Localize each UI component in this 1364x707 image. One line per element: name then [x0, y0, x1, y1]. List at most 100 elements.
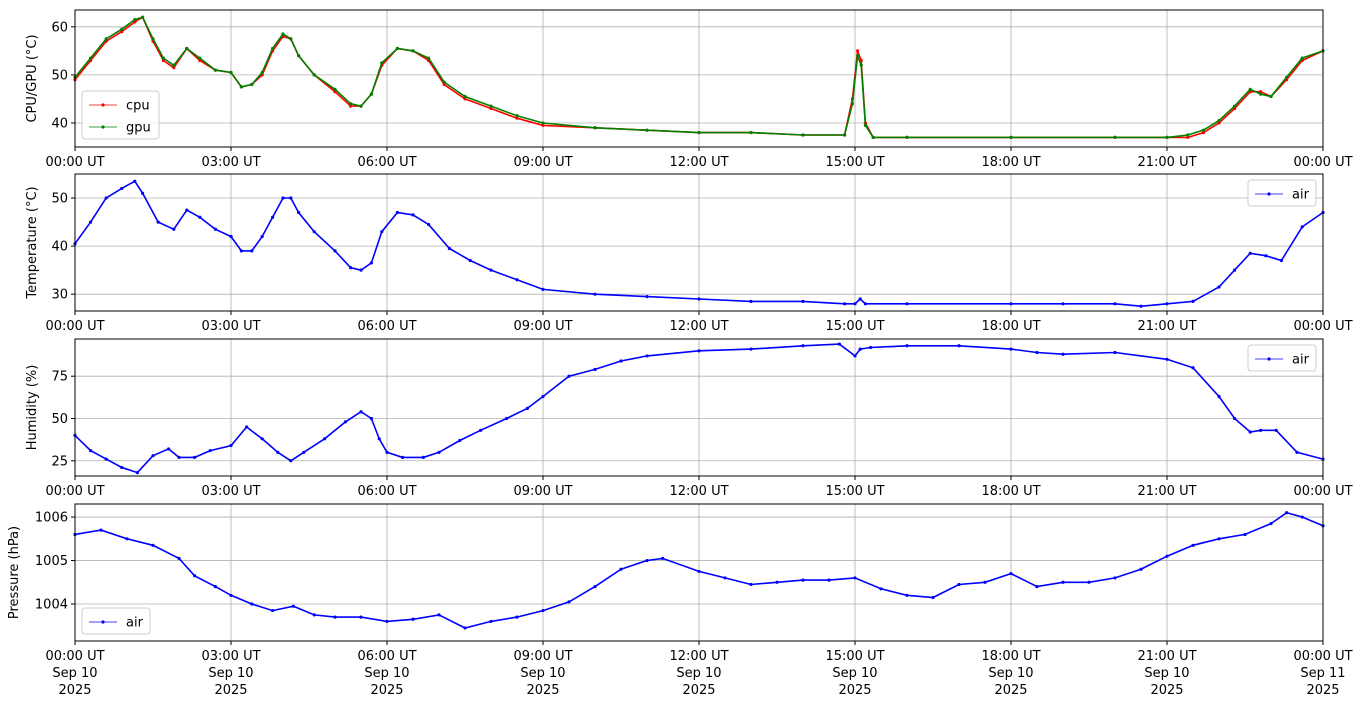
- data-point: [442, 80, 446, 84]
- x-tick-date: Sep 10: [520, 666, 565, 681]
- data-point: [863, 123, 868, 127]
- x-tick-label: 00:00 UT: [45, 649, 104, 664]
- y-tick-label: 40: [51, 116, 68, 131]
- data-point: [1217, 537, 1221, 541]
- data-point: [850, 102, 855, 106]
- data-point: [369, 92, 373, 96]
- data-point: [411, 213, 415, 217]
- data-point: [541, 123, 545, 127]
- data-point: [185, 208, 189, 212]
- data-point: [1009, 302, 1013, 306]
- data-point: [957, 344, 961, 348]
- x-tick-label: 18:00 UT: [981, 484, 1040, 499]
- data-point: [749, 347, 753, 351]
- data-point: [645, 558, 649, 563]
- data-point: [1217, 118, 1221, 123]
- y-tick-label: 50: [51, 68, 68, 83]
- data-point: [229, 234, 233, 239]
- data-point: [333, 615, 337, 619]
- legend: air: [1247, 344, 1317, 372]
- x-tick-label: 00:00 UT: [1293, 649, 1352, 664]
- data-point: [749, 582, 753, 587]
- data-point: [291, 604, 295, 608]
- y-tick-label: 50: [51, 412, 68, 427]
- data-point: [141, 191, 145, 195]
- y-tick-label: 60: [51, 20, 68, 35]
- y-tick-label: 1005: [35, 554, 68, 569]
- legend-swatch-marker: [1267, 192, 1271, 196]
- data-point: [281, 196, 285, 200]
- data-point: [489, 106, 493, 111]
- legend-swatch-marker: [101, 103, 105, 107]
- x-tick-date: Sep 11: [1300, 666, 1345, 681]
- data-point: [250, 249, 254, 253]
- data-point: [697, 130, 701, 135]
- data-point: [437, 613, 441, 617]
- data-point: [161, 58, 165, 63]
- data-point: [213, 585, 217, 589]
- x-tick-label: 12:00 UT: [669, 319, 728, 334]
- data-point: [645, 354, 649, 358]
- series-line-air: [74, 343, 1324, 474]
- data-point: [172, 66, 176, 70]
- data-point: [333, 87, 337, 91]
- data-point: [1113, 350, 1117, 355]
- x-tick-year: 2025: [58, 683, 91, 698]
- data-point: [463, 626, 467, 630]
- data-point: [931, 595, 935, 600]
- x-tick-label: 00:00 UT: [1293, 319, 1352, 334]
- data-point: [1191, 543, 1195, 547]
- data-point: [957, 582, 961, 587]
- y-tick-label: 50: [51, 192, 68, 207]
- data-point: [1061, 352, 1065, 356]
- y-axis-label: Pressure (hPa): [7, 526, 22, 619]
- data-point: [193, 455, 197, 459]
- data-point: [1248, 87, 1252, 91]
- data-point: [749, 299, 753, 303]
- data-point: [1186, 133, 1190, 137]
- data-point: [541, 287, 545, 291]
- data-point: [427, 56, 431, 60]
- data-point: [1285, 511, 1289, 515]
- x-tick-label: 06:00 UT: [357, 319, 416, 334]
- y-axis-label: Humidity (%): [25, 365, 40, 451]
- data-point: [1186, 135, 1190, 139]
- data-point: [289, 196, 293, 200]
- data-point: [213, 227, 217, 231]
- data-point: [120, 27, 124, 31]
- data-point: [541, 608, 545, 613]
- data-point: [489, 104, 493, 108]
- data-point: [1087, 580, 1091, 584]
- data-point: [458, 438, 462, 443]
- data-point: [723, 576, 727, 580]
- data-point: [661, 556, 665, 560]
- data-point: [515, 278, 519, 282]
- x-tick-year: 2025: [526, 683, 559, 698]
- legend-label: air: [126, 616, 144, 631]
- data-point: [333, 249, 337, 253]
- data-point: [1009, 347, 1013, 351]
- data-point: [312, 230, 316, 234]
- x-tick-year: 2025: [214, 683, 247, 698]
- data-point: [229, 70, 233, 75]
- data-point: [1217, 121, 1221, 125]
- data-point: [1113, 576, 1117, 580]
- data-point: [312, 73, 316, 77]
- x-tick-label: 09:00 UT: [513, 155, 572, 170]
- x-tick-label: 03:00 UT: [201, 319, 260, 334]
- data-point: [245, 425, 249, 429]
- data-point: [879, 587, 883, 591]
- data-point: [427, 222, 431, 227]
- x-tick-date: Sep 10: [988, 666, 1033, 681]
- data-point: [905, 135, 909, 139]
- data-point: [125, 537, 129, 541]
- chart-panel-4: 1004 1005 1006 00:00 UT Sep 10 2025 03:00 UT Se…: [7, 503, 1353, 698]
- grid: [74, 339, 1324, 476]
- data-point: [1191, 366, 1195, 370]
- legend-label: gpu: [126, 121, 151, 136]
- y-axis-label: CPU/GPU (°C): [25, 34, 40, 122]
- data-point: [869, 345, 873, 350]
- x-tick-label: 21:00 UT: [1137, 319, 1196, 334]
- data-point: [853, 354, 857, 358]
